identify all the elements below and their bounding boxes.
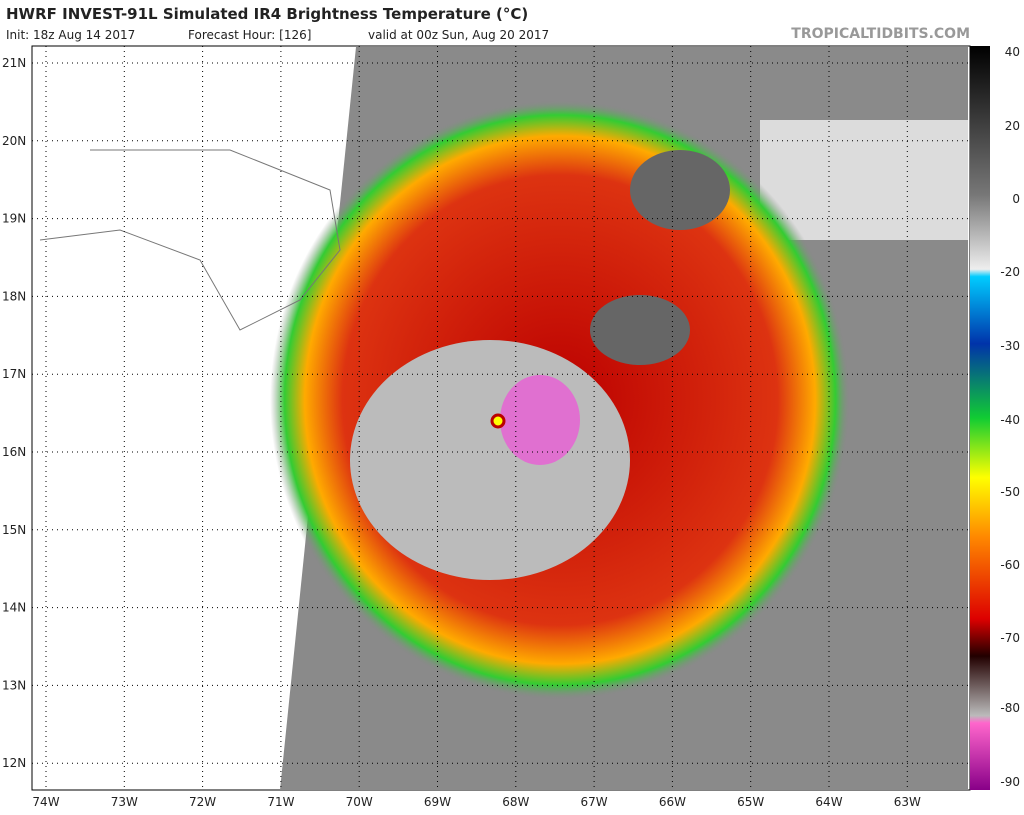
latitude-label: 20N — [2, 134, 26, 148]
cloud — [760, 120, 968, 240]
latitude-label: 21N — [2, 56, 26, 70]
colorbar-label: -20 — [1000, 265, 1020, 279]
eye — [490, 413, 506, 429]
latitude-label: 13N — [2, 678, 26, 692]
longitude-label: 74W — [32, 795, 59, 809]
longitude-label: 65W — [737, 795, 764, 809]
init: Init: 18z Aug 14 2017 — [6, 28, 135, 42]
cold-tops — [500, 375, 580, 465]
longitude-label: 71W — [267, 795, 294, 809]
colorbar — [970, 46, 990, 790]
title: HWRF INVEST-91L Simulated IR4 Brightness… — [6, 5, 528, 23]
map — [31, 45, 971, 791]
longitude-label: 63W — [894, 795, 921, 809]
site: TROPICALTIDBITS.COM — [791, 26, 970, 42]
colorbar-label: 20 — [1005, 119, 1020, 133]
coastline — [39, 149, 341, 331]
longitude-label: 64W — [815, 795, 842, 809]
colorbar-label: -90 — [1000, 775, 1020, 789]
latitude-label: 17N — [2, 367, 26, 381]
longitude-label: 70W — [346, 795, 373, 809]
colorbar-label: -60 — [1000, 558, 1020, 572]
cloud — [590, 295, 690, 365]
latitude-label: 18N — [2, 289, 26, 303]
storm-core — [350, 340, 630, 580]
colorbar-label: -40 — [1000, 413, 1020, 427]
longitude-label: 66W — [659, 795, 686, 809]
latitude-label: 19N — [2, 212, 26, 226]
latitude-label: 12N — [2, 756, 26, 770]
longitude-label: 68W — [502, 795, 529, 809]
cloud — [630, 150, 730, 230]
colorbar-label: 40 — [1005, 45, 1020, 59]
colorbar-label: -50 — [1000, 485, 1020, 499]
colorbar-label: -70 — [1000, 631, 1020, 645]
latitude-label: 14N — [2, 601, 26, 615]
longitude-label: 72W — [189, 795, 216, 809]
latitude-label: 15N — [2, 523, 26, 537]
valid-time: valid at 00z Sun, Aug 20 2017 — [368, 28, 549, 42]
latitude-label: 16N — [2, 445, 26, 459]
grid — [32, 46, 970, 790]
colorbar-label: -30 — [1000, 339, 1020, 353]
forecast-hour: Forecast Hour: [126] — [188, 28, 311, 42]
colorbar-label: 0 — [1012, 192, 1020, 206]
colorbar-label: -80 — [1000, 701, 1020, 715]
longitude-label: 69W — [424, 795, 451, 809]
longitude-label: 73W — [111, 795, 138, 809]
longitude-label: 67W — [581, 795, 608, 809]
